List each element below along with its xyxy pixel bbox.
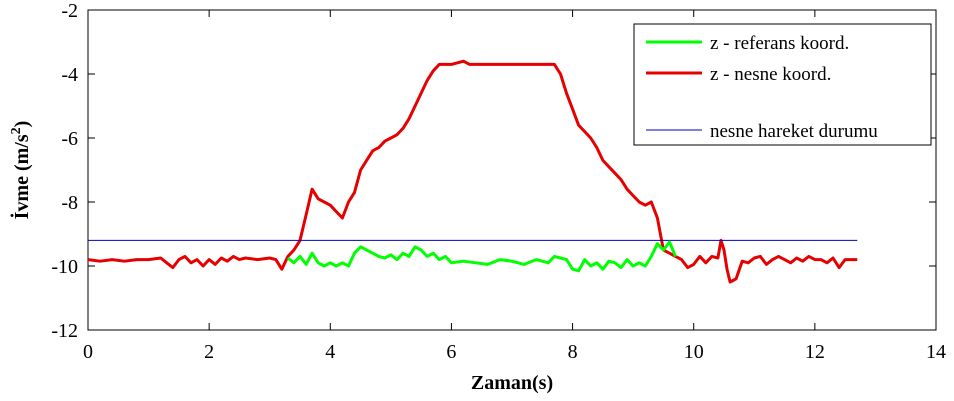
x-tick-label: 0 <box>83 341 93 363</box>
series-nesne-line <box>87 59 858 284</box>
y-tick-label: -4 <box>61 64 78 86</box>
x-tick-label: 14 <box>926 341 946 363</box>
y-axis-title: İvme (m/s2) <box>9 121 33 220</box>
x-tick-label: 2 <box>204 341 214 363</box>
x-tick-label: 10 <box>684 341 704 363</box>
y-tick-label: -8 <box>61 192 78 214</box>
legend-label-referans: z - referans koord. <box>710 33 849 54</box>
legend-box <box>633 23 932 146</box>
legend-label-nesne: z - nesne koord. <box>710 64 831 85</box>
x-tick-labels: 0 2 4 6 8 10 12 14 <box>83 341 946 363</box>
y-axis-title-close: ) <box>11 121 33 128</box>
legend-label-hareket: nesne hareket durumu <box>710 121 878 142</box>
y-tick-labels: -2 -4 -6 -8 -10 -12 <box>51 0 78 342</box>
x-tick-label: 12 <box>805 341 825 363</box>
series-referans-line <box>286 240 677 273</box>
series-layer <box>87 59 858 284</box>
x-tick-label: 6 <box>446 341 456 363</box>
y-tick-label: -12 <box>51 320 78 342</box>
y-tick-label: -10 <box>51 256 78 278</box>
ticks <box>87 9 937 331</box>
x-tick-label: 8 <box>568 341 578 363</box>
legend: z - referans koord. z - nesne koord. nes… <box>633 23 932 146</box>
y-tick-label: -2 <box>61 0 78 22</box>
x-tick-label: 4 <box>325 341 335 363</box>
y-axis-title-superscript: 2 <box>9 127 24 134</box>
y-axis-title-main: İvme (m/s <box>9 134 33 219</box>
y-tick-label: -6 <box>61 128 78 150</box>
x-axis-title: Zaman(s) <box>471 372 553 394</box>
